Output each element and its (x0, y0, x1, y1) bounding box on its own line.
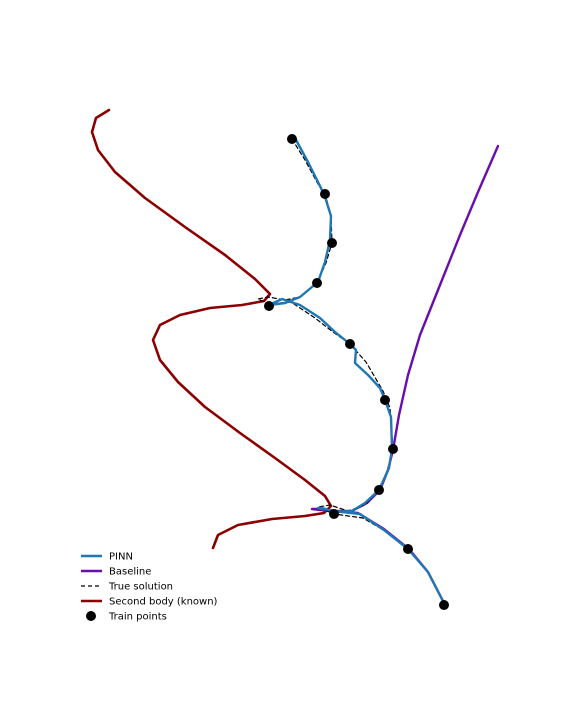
train-point (439, 600, 449, 610)
train-point (287, 134, 297, 144)
train-point (329, 509, 339, 519)
legend: PINN Baseline True solution Second body … (81, 552, 218, 623)
plot-area (90, 108, 500, 610)
train-point (345, 339, 355, 349)
series-pinn (267, 136, 446, 605)
train-point (388, 444, 398, 454)
legend-label-second-body: Second body (known) (109, 597, 218, 608)
legend-label-pinn: PINN (109, 552, 133, 563)
series-true-solution (257, 138, 445, 604)
train-point (320, 189, 330, 199)
train-point (374, 485, 384, 495)
train-point (403, 544, 413, 554)
series-baseline (310, 144, 500, 605)
legend-label-baseline: Baseline (109, 567, 151, 578)
series-second-body (90, 108, 333, 550)
legend-label-true-solution: True solution (108, 582, 173, 593)
legend-marker-train-points (86, 611, 96, 621)
train-point (380, 395, 390, 405)
train-point (264, 301, 274, 311)
train-point (312, 278, 322, 288)
legend-label-train-points: Train points (108, 612, 167, 623)
train-point (327, 238, 337, 248)
